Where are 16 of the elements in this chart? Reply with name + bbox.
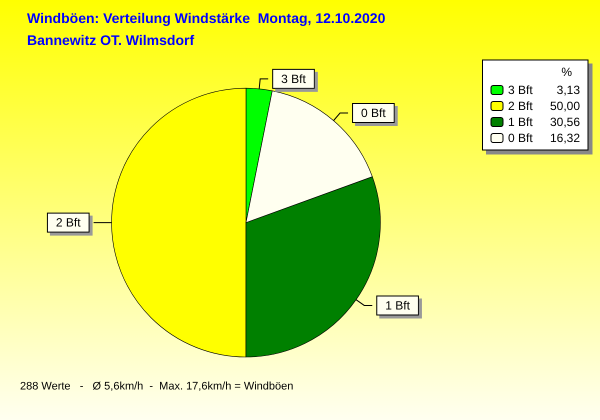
slice-label: 0 Bft — [361, 106, 386, 120]
legend-label: 1 Bft — [508, 115, 534, 129]
slice-label: 1 Bft — [385, 298, 411, 312]
chart-subtitle: Bannewitz OT. Wilmsdorf — [27, 32, 194, 48]
slice-label: 3 Bft — [281, 72, 307, 86]
legend-label: 0 Bft — [508, 131, 534, 145]
slice-label: 2 Bft — [56, 216, 82, 230]
legend-label: 2 Bft — [508, 99, 534, 113]
data-label: 3,13 — [556, 83, 580, 97]
text: 288 Werte - Ø 5,6km/h - Max. 17,6km/h = Windböen — [20, 380, 294, 392]
data-label: 16,32 — [550, 131, 580, 145]
chart-title: Windböen: Verteilung Windstärke Montag, 12.10.2020 — [27, 10, 386, 26]
legend-label: 3 Bft — [508, 83, 534, 97]
legend-title: % — [561, 65, 572, 79]
data-label: 30,56 — [550, 115, 580, 129]
data-label: 50,00 — [550, 99, 580, 113]
